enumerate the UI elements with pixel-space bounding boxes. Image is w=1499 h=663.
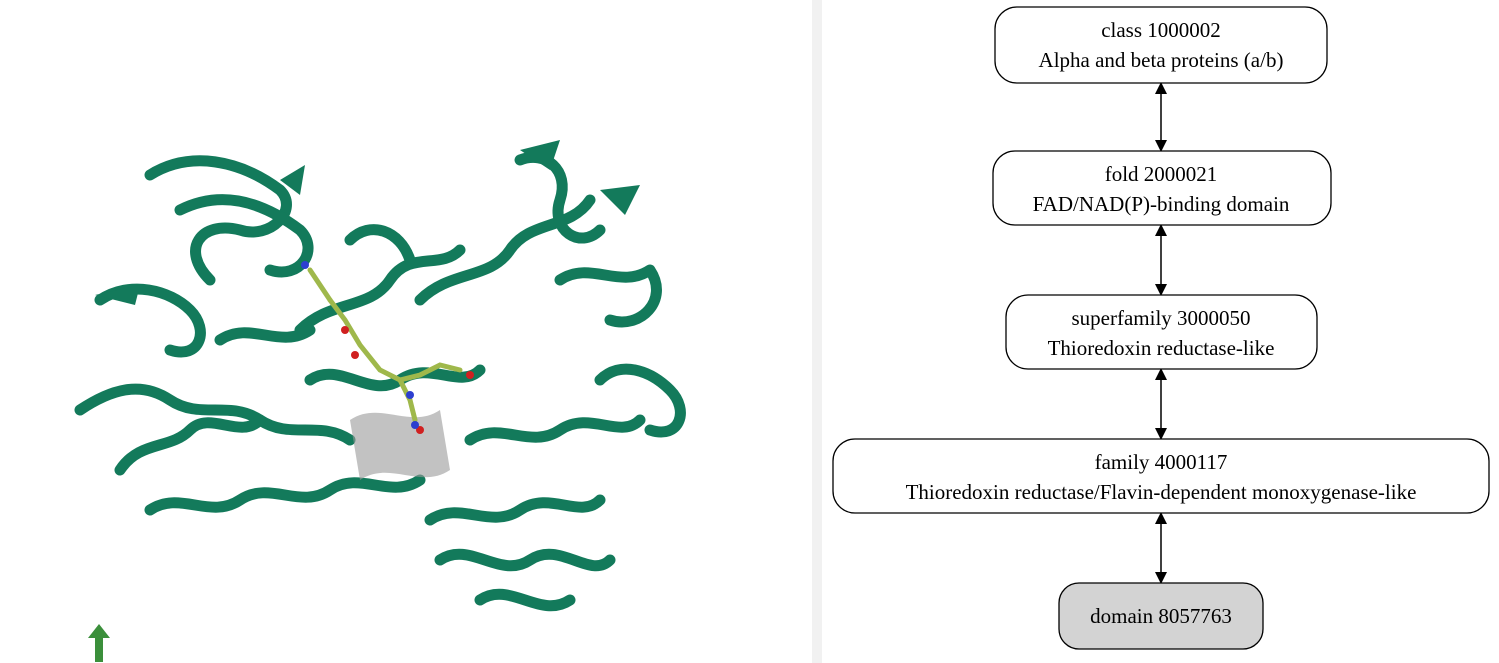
node-superfamily[interactable]: superfamily 3000050 Thioredoxin reductas… bbox=[1005, 294, 1318, 370]
node-family-name: Thioredoxin reductase/Flavin-dependent m… bbox=[906, 480, 1417, 504]
node-class-name: Alpha and beta proteins (a/b) bbox=[1039, 48, 1284, 72]
structure-viewer[interactable] bbox=[0, 0, 812, 663]
protein-structure-image[interactable] bbox=[0, 0, 812, 663]
node-family[interactable]: family 4000117 Thioredoxin reductase/Fla… bbox=[832, 438, 1490, 514]
node-class-id: class 1000002 bbox=[1101, 18, 1221, 42]
protein-ribbons bbox=[74, 151, 686, 612]
node-family-id: family 4000117 bbox=[1095, 450, 1228, 474]
ligand-sticks bbox=[301, 261, 474, 434]
node-superfamily-id: superfamily 3000050 bbox=[1071, 306, 1250, 330]
node-fold-name: FAD/NAD(P)-binding domain bbox=[1033, 192, 1290, 216]
classification-panel: class 1000002 Alpha and beta proteins (a… bbox=[822, 0, 1499, 663]
node-domain-id: domain 8057763 bbox=[1090, 604, 1232, 628]
node-class[interactable]: class 1000002 Alpha and beta proteins (a… bbox=[994, 6, 1328, 84]
classification-graph: class 1000002 Alpha and beta proteins (a… bbox=[832, 6, 1490, 650]
node-fold-id: fold 2000021 bbox=[1105, 162, 1218, 186]
beta-sheet-arrows bbox=[95, 140, 640, 305]
node-fold[interactable]: fold 2000021 FAD/NAD(P)-binding domain bbox=[992, 150, 1332, 226]
node-domain[interactable]: domain 8057763 bbox=[1058, 582, 1264, 650]
node-superfamily-name: Thioredoxin reductase-like bbox=[1048, 336, 1275, 360]
shadowed-helix bbox=[350, 410, 450, 480]
arrow-up-icon bbox=[88, 624, 110, 662]
